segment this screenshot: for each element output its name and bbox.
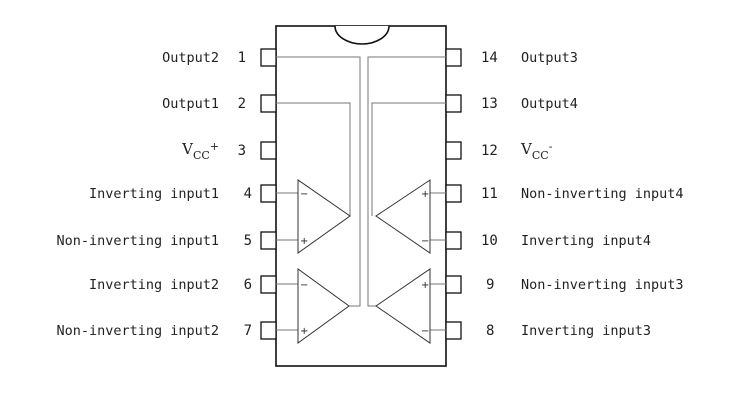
pin-3	[260, 141, 277, 160]
pin-12	[445, 141, 462, 160]
pin-number-11: 11	[481, 186, 498, 202]
pin-label-non-inverting-input1: Non-inverting input1	[56, 233, 219, 249]
pin-13	[445, 94, 462, 113]
pin-label-inverting-input1: Inverting input1	[89, 186, 219, 202]
opamp-2-plus: +	[300, 326, 308, 337]
pin-14	[445, 48, 462, 67]
pin-number-12: 12	[481, 143, 498, 159]
opamp-4-plus: +	[421, 189, 429, 200]
pin-label-non-inverting-input3: Non-inverting input3	[521, 277, 684, 293]
pin-label-inverting-input4: Inverting input4	[521, 233, 651, 249]
opamp-4	[375, 179, 431, 254]
pin-label-output4: Output4	[521, 96, 578, 112]
opamp-3-plus: +	[421, 280, 429, 291]
pin-number-7: 7	[244, 323, 252, 339]
pin-number-13: 13	[481, 96, 498, 112]
pin-number-14: 14	[481, 50, 498, 66]
pin-number-10: 10	[481, 233, 498, 249]
opamp-2	[297, 268, 350, 344]
opamp-3	[375, 268, 431, 344]
pin-4	[260, 184, 277, 203]
opamp-2-minus: −	[300, 280, 308, 291]
pin-11	[445, 184, 462, 203]
pin-8	[445, 321, 462, 340]
opamp-3-minus: −	[421, 326, 429, 337]
opamp-1-plus: +	[300, 236, 308, 247]
pin-number-4: 4	[244, 186, 252, 202]
pin-label-output3: Output3	[521, 50, 578, 66]
pin-label-output1: Output1	[162, 96, 219, 112]
pin-10	[445, 231, 462, 250]
pin-label-inverting-input2: Inverting input2	[89, 277, 219, 293]
pin-number-9: 9	[486, 277, 494, 293]
pin-label-vcc-negative: VCC-	[520, 140, 553, 162]
pin-number-6: 6	[244, 277, 252, 293]
pin-number-3: 3	[238, 143, 246, 159]
pin-label-non-inverting-input4: Non-inverting input4	[521, 186, 684, 202]
pin-number-8: 8	[486, 323, 494, 339]
pin-label-output2: Output2	[162, 50, 219, 66]
pin-label-vcc-positive: VCC+	[181, 140, 219, 162]
chip-notch	[334, 25, 390, 45]
opamp-4-minus: −	[421, 236, 429, 247]
pin-number-2: 2	[238, 96, 246, 112]
pin-label-inverting-input3: Inverting input3	[521, 323, 651, 339]
opamp-1-minus: −	[300, 189, 308, 200]
pin-number-5: 5	[244, 233, 252, 249]
pin-6	[260, 275, 277, 294]
internal-wiring	[276, 56, 446, 331]
pin-number-1: 1	[238, 50, 246, 66]
pin-1	[260, 48, 277, 67]
pin-5	[260, 231, 277, 250]
pin-2	[260, 94, 277, 113]
pin-label-non-inverting-input2: Non-inverting input2	[56, 323, 219, 339]
pin-7	[260, 321, 277, 340]
pin-9	[445, 275, 462, 294]
opamp-1	[297, 179, 351, 254]
